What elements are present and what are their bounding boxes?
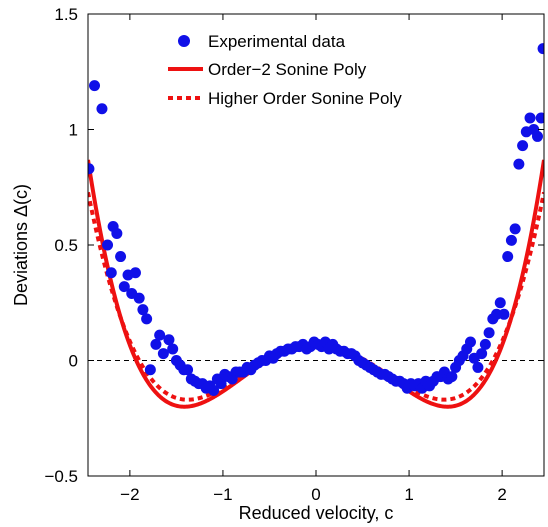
y-tick-label: −0.5 [44, 467, 78, 486]
data-point [472, 361, 484, 373]
data-point [88, 163, 95, 175]
data-point [494, 297, 506, 309]
data-point [102, 239, 114, 251]
legend-marker-experimental [178, 35, 190, 47]
data-point [513, 158, 525, 170]
data-point [141, 313, 153, 325]
y-axis: −0.5 0 0.5 1 1.5 [44, 5, 544, 486]
data-point [163, 334, 175, 346]
data-point [129, 267, 141, 279]
y-tick-label: 1.5 [54, 5, 78, 24]
x-tick-label: −2 [120, 485, 139, 504]
data-point [464, 336, 476, 348]
data-point [524, 112, 536, 124]
scatter-layer [88, 43, 544, 397]
data-point [517, 140, 529, 152]
data-point [115, 251, 127, 263]
data-point [505, 234, 517, 246]
data-point [502, 251, 514, 263]
legend-label-experimental: Experimental data [208, 32, 346, 51]
data-point [137, 304, 149, 316]
data-point [105, 267, 117, 279]
data-point [537, 43, 544, 55]
data-point [157, 348, 169, 360]
data-point [167, 343, 179, 355]
data-point [535, 112, 544, 124]
x-tick-label: 2 [497, 485, 506, 504]
y-tick-label: 1 [69, 121, 78, 140]
data-point [215, 378, 227, 390]
x-axis: −2 −1 0 1 2 [120, 14, 507, 504]
data-point [476, 348, 488, 360]
y-tick-label: 0.5 [54, 236, 78, 255]
data-point [182, 364, 194, 376]
data-point [446, 371, 458, 383]
data-point [96, 103, 108, 115]
data-point [133, 292, 145, 304]
data-point [154, 329, 166, 341]
data-point [208, 385, 220, 397]
data-point [483, 327, 495, 339]
x-tick-label: 0 [311, 485, 320, 504]
data-point [531, 130, 543, 142]
x-tick-label: −1 [213, 485, 232, 504]
x-tick-label: 1 [404, 485, 413, 504]
data-point [111, 227, 123, 239]
x-axis-title: Reduced velocity, c [239, 503, 394, 523]
data-point [118, 281, 130, 293]
y-tick-label: 0 [69, 352, 78, 371]
data-point [144, 364, 156, 376]
data-point [479, 338, 491, 350]
higher-order-sonine-curve [88, 191, 544, 402]
data-point [150, 338, 162, 350]
y-axis-title: Deviations Δ(c) [11, 184, 31, 306]
data-point [89, 80, 101, 92]
data-point [509, 223, 521, 235]
legend-label-order2: Order−2 Sonine Poly [208, 60, 367, 79]
legend-label-higher-order: Higher Order Sonine Poly [208, 89, 402, 108]
legend: Experimental data Order−2 Sonine Poly Hi… [168, 32, 402, 108]
data-point [498, 308, 510, 320]
plot-area [88, 14, 544, 476]
